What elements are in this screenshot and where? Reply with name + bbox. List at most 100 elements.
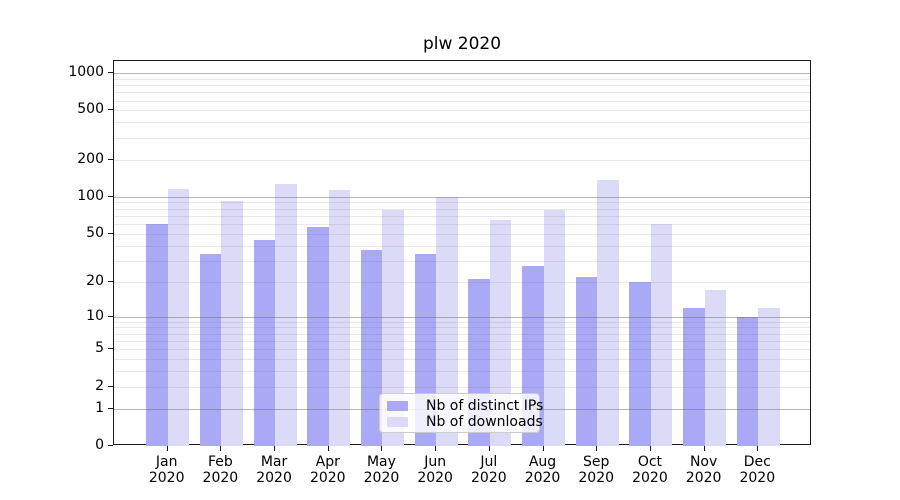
x-tick-month: Dec [743, 454, 771, 470]
x-tick-year: 2020 [632, 470, 668, 486]
minor-gridline [114, 100, 810, 102]
bar-downloads [704, 289, 727, 446]
y-tick-mark [108, 407, 113, 409]
minor-gridline [114, 137, 810, 139]
y-tick-label: 1 [95, 399, 104, 416]
minor-gridline [114, 349, 810, 351]
x-tick-mark [327, 446, 329, 451]
y-tick-label: 20 [86, 272, 104, 289]
bar-downloads [758, 307, 780, 446]
y-tick-label: 1000 [68, 64, 104, 80]
x-tick-month: Oct [637, 454, 663, 470]
chart-title: plw 2020 [422, 34, 502, 54]
x-tick-label: Jun 2020 [407, 454, 463, 486]
minor-gridline [114, 340, 810, 342]
major-gridline [114, 196, 810, 198]
x-tick-mark [220, 446, 222, 451]
x-tick-label: Oct 2020 [622, 454, 678, 486]
minor-gridline [114, 260, 810, 262]
legend-swatch-downloads [387, 417, 408, 427]
bar-ips [683, 307, 705, 446]
y-tick-mark [108, 315, 113, 317]
y-tick-label: 200 [77, 150, 104, 167]
bar-downloads [436, 196, 458, 446]
minor-gridline [114, 359, 810, 361]
minor-gridline [114, 202, 810, 204]
bar-downloads [597, 179, 619, 446]
x-tick-label: Mar 2020 [246, 454, 302, 486]
minor-gridline [114, 245, 810, 247]
bar-downloads [328, 190, 351, 446]
y-tick-label: 50 [86, 224, 104, 241]
bar-ips [575, 276, 598, 446]
x-tick-month: Mar [260, 454, 288, 470]
x-tick-year: 2020 [471, 470, 507, 486]
y-tick-label: 500 [77, 101, 104, 118]
legend-swatch-ips [387, 401, 408, 411]
minor-gridline [114, 78, 810, 80]
bar-downloads [382, 210, 404, 446]
x-tick-year: 2020 [417, 470, 453, 486]
major-gridline [114, 316, 810, 318]
minor-gridline [114, 110, 810, 112]
bar-ips [146, 224, 168, 446]
minor-gridline [114, 327, 810, 329]
minor-gridline [114, 224, 810, 226]
y-tick-label: 5 [95, 340, 104, 357]
x-tick-mark [542, 446, 544, 451]
bar-downloads [221, 201, 243, 446]
y-tick-mark [108, 280, 113, 282]
y-tick-mark [108, 232, 113, 234]
x-tick-label: Jul 2020 [461, 454, 517, 486]
legend-row: Nb of distinct IPs [387, 398, 543, 414]
x-tick-month: Jan [155, 454, 178, 470]
x-tick-year: 2020 [524, 470, 561, 486]
x-tick-label: Nov 2020 [676, 454, 732, 486]
x-tick-mark [166, 446, 168, 451]
legend-row: Nb of downloads [387, 414, 543, 430]
x-tick-label: Sep 2020 [568, 454, 624, 486]
x-tick-label: Aug 2020 [515, 454, 571, 486]
minor-gridline [114, 122, 810, 124]
x-tick-label: Feb 2020 [192, 454, 248, 486]
plot-area [113, 60, 811, 446]
legend: Nb of distinct IPs Nb of downloads [379, 393, 543, 433]
minor-gridline [114, 215, 810, 217]
minor-gridline [114, 371, 810, 373]
bar-downloads [543, 210, 566, 446]
x-tick-year: 2020 [685, 470, 722, 486]
bar-ips [736, 316, 759, 446]
x-tick-year: 2020 [739, 470, 776, 486]
x-tick-month: Aug [528, 454, 557, 470]
x-tick-mark [596, 446, 598, 451]
x-tick-mark [274, 446, 276, 451]
minor-gridline [114, 281, 810, 283]
x-tick-label: May 2020 [353, 454, 409, 486]
y-tick-mark [108, 72, 113, 73]
bar-ips [307, 226, 329, 446]
x-tick-year: 2020 [309, 470, 346, 486]
bar-ips [360, 249, 383, 446]
major-gridline [114, 73, 810, 74]
x-tick-label: Jan 2020 [139, 454, 195, 486]
x-tick-year: 2020 [256, 470, 292, 486]
x-tick-mark [649, 446, 651, 451]
minor-gridline [114, 321, 810, 323]
x-tick-mark [757, 446, 759, 451]
x-tick-year: 2020 [148, 470, 185, 486]
bar-downloads [275, 184, 297, 446]
y-tick-mark [108, 158, 113, 160]
y-tick-mark [108, 348, 113, 350]
y-tick-mark [108, 109, 113, 111]
y-tick-mark [108, 445, 113, 446]
y-tick-mark [108, 385, 113, 387]
x-tick-label: Apr 2020 [300, 454, 356, 486]
y-tick-label: 2 [95, 377, 104, 394]
minor-gridline [114, 92, 810, 94]
legend-label: Nb of downloads [426, 414, 543, 430]
x-tick-year: 2020 [202, 470, 239, 486]
x-tick-label: Dec 2020 [729, 454, 785, 486]
minor-gridline [114, 386, 810, 388]
y-tick-label: 0 [95, 437, 104, 453]
